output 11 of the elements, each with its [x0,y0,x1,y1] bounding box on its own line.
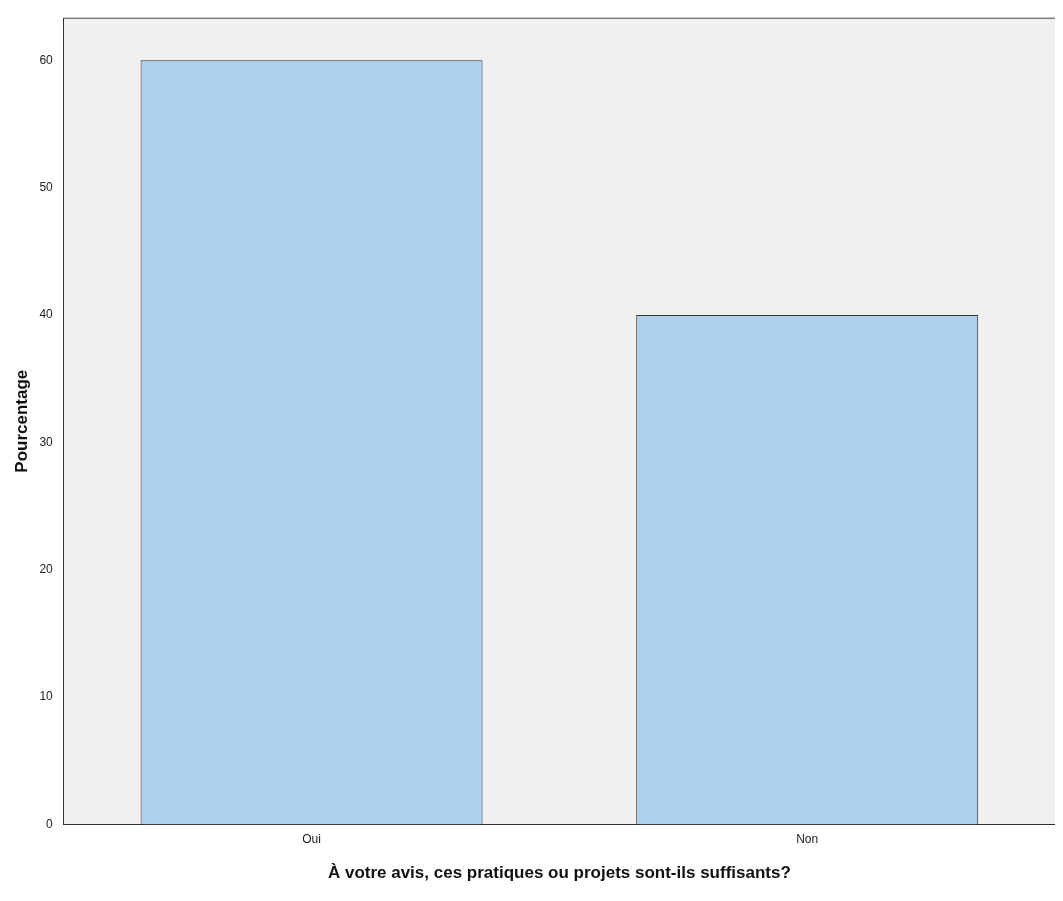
y-axis-title: Pourcentage [11,369,31,473]
y-tick-label: 40 [39,307,54,322]
x-tick-label: Non [796,831,819,846]
y-tick-label: 20 [39,561,54,576]
x-tick-label: Oui [302,831,321,846]
y-tick-label: 50 [39,179,54,194]
y-tick-label: 30 [39,434,54,449]
x-axis-title: À votre avis, ces pratiques ou projets sont-ils suffisants? [327,863,791,883]
y-tick-label: 0 [46,816,54,831]
y-tick-label: 10 [39,689,54,704]
y-tick-label: 60 [39,52,54,67]
